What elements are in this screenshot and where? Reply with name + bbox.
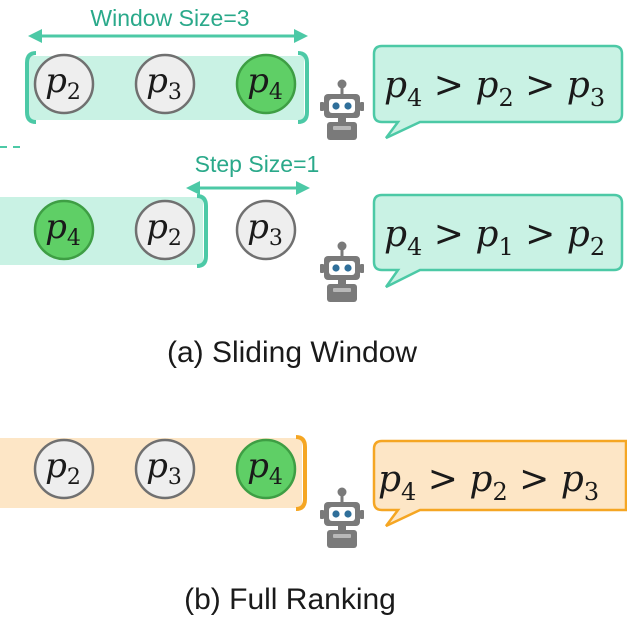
ranking-result-row2: p4 > p1 > p2: [384, 214, 605, 261]
full-node-3: p4: [235, 438, 297, 500]
row2-node-label-3: p3: [247, 207, 283, 251]
robot-row1: [320, 79, 364, 140]
row2-node-3: p3: [235, 199, 297, 261]
robot-full-ranking: [320, 487, 364, 548]
row1-node-label-1: p2: [45, 61, 81, 105]
caption-sliding-window: (a) Sliding Window: [167, 336, 417, 369]
row1-nodes: p2 p3 p4: [33, 53, 297, 115]
step-size-label: Step Size=1: [195, 151, 320, 177]
sliding-window-section: Window Size=3 p2 p3 p4 p4 > p2 > p3 Step S…: [0, 5, 624, 369]
full-node-2: p3: [134, 438, 196, 500]
window-size-arrow: [28, 29, 308, 43]
row1-node-2: p3: [134, 53, 196, 115]
full-ranking-section: p2 p3 p4 p4 > p2 > p3 (b) Full Ranking: [0, 435, 627, 616]
row1-node-1: p2: [33, 53, 95, 115]
full-node-label-2: p3: [146, 446, 182, 490]
full-ranking-nodes: p2 p3 p4: [33, 438, 297, 500]
row1-node-3: p4: [235, 53, 297, 115]
robot-row2: [320, 241, 364, 302]
step-size-arrow: [186, 181, 310, 195]
speech-bubble-full-ranking: [372, 439, 627, 528]
speech-bubble-row1: [372, 44, 624, 140]
caption-full-ranking: (b) Full Ranking: [184, 583, 396, 616]
full-node-label-1: p2: [45, 446, 81, 490]
row1-node-label-3: p4: [247, 61, 283, 105]
speech-bubble-row2: [372, 193, 624, 289]
row2-node-2: p2: [134, 199, 196, 261]
row2-node-label-1: p4: [45, 207, 81, 251]
ranking-result-row1: p4 > p2 > p3: [384, 65, 605, 112]
row2-node-1: p4: [33, 199, 95, 261]
ranking-result-full: p4 > p2 > p3: [378, 459, 599, 506]
full-node-1: p2: [33, 438, 95, 500]
row2-nodes: p4 p2 p3: [33, 199, 297, 261]
row1-node-label-2: p3: [146, 61, 182, 105]
window-size-label: Window Size=3: [90, 5, 249, 31]
row2-node-label-2: p2: [146, 207, 182, 251]
full-node-label-3: p4: [247, 446, 283, 490]
